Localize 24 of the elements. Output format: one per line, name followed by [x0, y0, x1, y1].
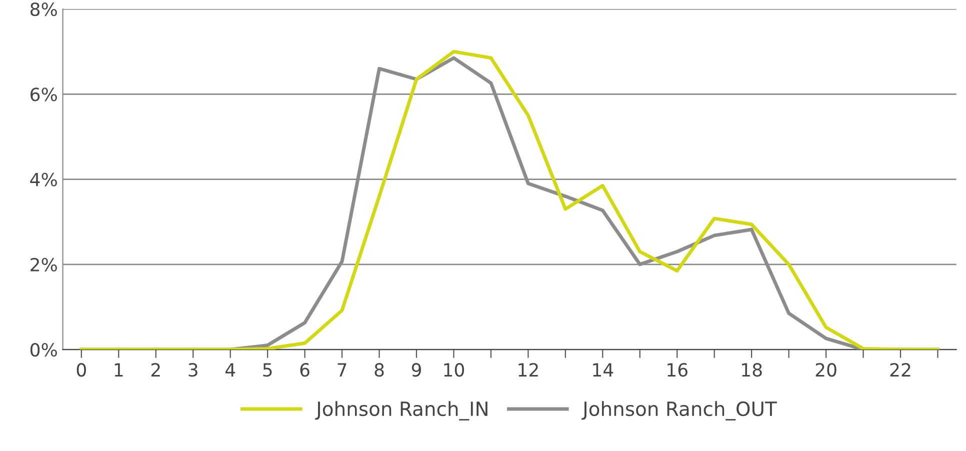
x-tick-label: 1: [114, 363, 123, 376]
legend-label: Johnson Ranch_IN: [315, 401, 488, 420]
x-tick-label: 4: [225, 363, 236, 376]
y-tick-label: 8%: [30, 2, 57, 16]
x-tick-label: 18: [742, 363, 762, 377]
y-tick-label: 4%: [30, 172, 57, 186]
x-tick-label: 6: [300, 363, 310, 377]
x-tick-label: 7: [338, 363, 346, 376]
x-tick-label: 5: [263, 363, 272, 377]
x-tick-label: 14: [593, 363, 614, 376]
x-tick-label: 22: [890, 363, 910, 376]
x-tick-label: 16: [668, 363, 688, 377]
y-tick-label: 6%: [30, 88, 57, 102]
legend-label: Johnson Ranch_OUT: [582, 401, 777, 420]
x-tick-label: 12: [518, 363, 538, 376]
x-tick-label: 10: [444, 363, 464, 377]
x-tick-label: 8: [374, 363, 384, 377]
y-tick-label: 2%: [30, 258, 57, 272]
x-tick-label: 2: [151, 363, 160, 376]
y-tick-label: 0%: [30, 342, 57, 357]
x-tick-label: 0: [76, 363, 86, 377]
x-tick-label: 3: [188, 363, 198, 377]
x-tick-label: 20: [816, 363, 836, 377]
x-tick-label: 9: [412, 363, 421, 377]
